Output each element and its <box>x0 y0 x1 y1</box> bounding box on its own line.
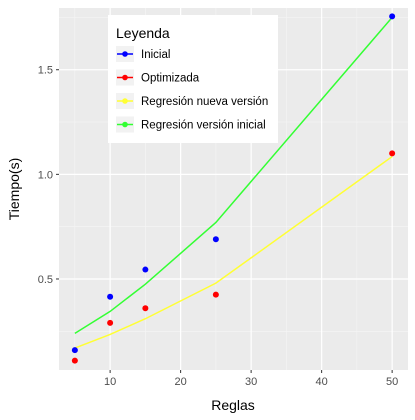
data-point <box>107 319 114 326</box>
legend-key-point <box>122 121 128 128</box>
data-point <box>212 291 219 298</box>
legend-key-point <box>122 51 128 57</box>
legend: Leyenda Inicial Optimizada Regresión nueva… <box>108 15 278 143</box>
legend-box <box>108 15 278 143</box>
legend-item-label: Regresión versión inicial <box>141 120 266 132</box>
legend-item-label: Optimizada <box>141 73 200 85</box>
data-point <box>142 305 149 312</box>
legend-key-point <box>122 74 128 81</box>
data-point <box>107 293 114 300</box>
legend-item: Regresión versión inicial <box>116 116 266 133</box>
series-layer <box>71 13 396 364</box>
data-point <box>389 150 396 157</box>
series-line <box>74 16 393 335</box>
y-axis: 0.5 1.0 1.5 <box>38 65 59 286</box>
legend-title: Leyenda <box>116 25 170 41</box>
legend-entries: Inicial Optimizada Regresión nueva versión… <box>116 46 268 133</box>
data-point <box>71 347 78 354</box>
x-axis-title: Reglas <box>211 397 255 413</box>
data-point <box>71 357 78 364</box>
x-tick-label: 10 <box>104 376 116 388</box>
y-tick-label: 1.5 <box>38 65 53 77</box>
x-tick-label: 50 <box>386 376 398 388</box>
data-point <box>142 266 149 273</box>
legend-item: Optimizada <box>116 69 200 86</box>
x-tick-label: 20 <box>174 376 186 388</box>
data-point <box>389 13 396 20</box>
y-axis-title: Tiempo(s) <box>6 158 22 221</box>
x-tick-label: 30 <box>245 376 257 388</box>
y-tick-label: 0.5 <box>38 274 53 286</box>
legend-item-label: Regresión nueva versión <box>141 96 268 108</box>
y-tick-label: 1.0 <box>38 169 53 181</box>
data-point <box>212 236 219 243</box>
legend-item-label: Inicial <box>141 49 170 61</box>
x-axis: 10 20 30 40 50 <box>104 370 398 388</box>
legend-key-point <box>122 98 128 104</box>
series-line <box>74 155 393 349</box>
x-tick-label: 40 <box>316 376 328 388</box>
legend-item: Inicial <box>116 46 170 62</box>
legend-item: Regresión nueva versión <box>116 93 268 109</box>
